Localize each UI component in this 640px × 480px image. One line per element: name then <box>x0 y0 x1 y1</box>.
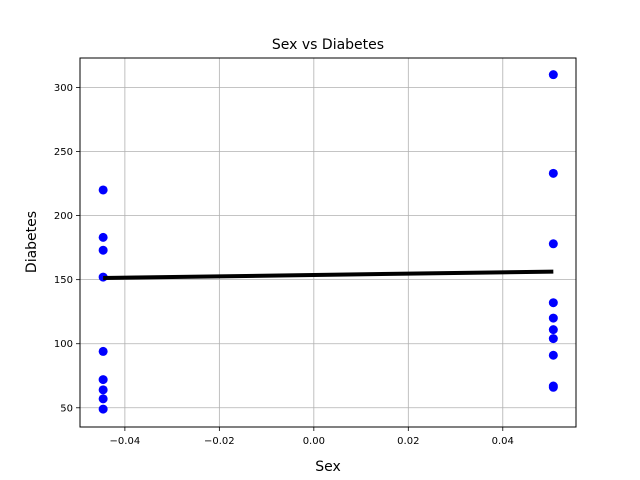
grid <box>80 58 576 427</box>
plot-frame <box>79 57 577 428</box>
y-tick-label: 300 <box>54 83 73 94</box>
scatter-point <box>98 375 108 385</box>
scatter-point <box>98 232 108 242</box>
x-tick-label: 0.00 <box>303 436 325 447</box>
x-tick-label: −0.04 <box>110 436 141 447</box>
scatter-point <box>548 350 558 360</box>
y-tick-label: 150 <box>54 275 73 286</box>
scatter-point <box>548 325 558 335</box>
x-tick-label: 0.02 <box>397 436 419 447</box>
scatter-point <box>98 346 108 356</box>
regression-line <box>103 269 554 280</box>
scatter-point <box>548 382 558 392</box>
y-tick-label: 200 <box>54 211 73 222</box>
scatter-point <box>548 168 558 178</box>
x-tick-label: 0.04 <box>492 436 514 447</box>
scatter-point <box>98 404 108 414</box>
chart-title: Sex vs Diabetes <box>272 37 384 53</box>
y-axis-label: Diabetes <box>24 211 40 273</box>
y-tick-label: 250 <box>54 147 73 158</box>
scatter-point <box>548 334 558 344</box>
x-tick-label: −0.02 <box>204 436 235 447</box>
x-axis-label: Sex <box>315 459 341 475</box>
scatter-point <box>548 239 558 249</box>
scatter-point <box>98 394 108 404</box>
scatter-point <box>98 385 108 395</box>
y-tick-label: 100 <box>54 339 73 350</box>
scatter-point <box>548 313 558 323</box>
y-tick-label: 50 <box>60 403 73 414</box>
data-layer <box>98 70 558 414</box>
ticks: −0.04 −0.02 0.00 0.02 0.04 50 100 150 200 250 300 <box>54 83 514 447</box>
scatter-point <box>98 245 108 255</box>
scatter-point <box>98 185 108 195</box>
scatter-point <box>548 298 558 308</box>
scatter-point <box>548 70 558 80</box>
